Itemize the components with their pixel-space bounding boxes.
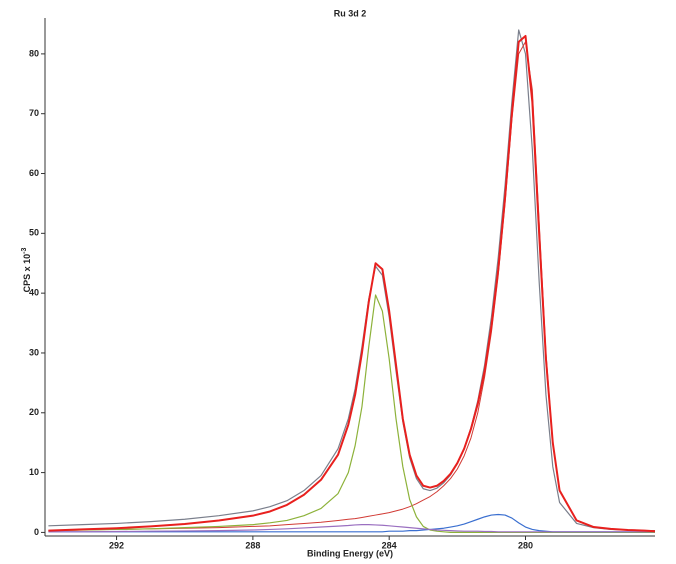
y-axis-label-base: CPS x 10	[22, 254, 32, 293]
y-tick-label: 20	[29, 407, 39, 417]
chart-title: Ru 3d 2	[334, 8, 367, 18]
y-axis-label: CPS x 10-3	[21, 248, 33, 293]
x-tick-label: 288	[245, 540, 260, 550]
series-line	[48, 29, 655, 532]
y-tick-label: 40	[29, 288, 39, 298]
x-tick-label: 284	[382, 540, 397, 550]
x-tick-label: 280	[518, 540, 533, 550]
y-tick-label: 30	[29, 347, 39, 357]
x-axis-label: Binding Energy (eV)	[307, 548, 393, 558]
y-tick-label: 10	[29, 467, 39, 477]
y-tick-label: 80	[29, 48, 39, 58]
y-tick-label: 50	[29, 228, 39, 238]
y-tick-label: 0	[34, 527, 39, 537]
series-line	[48, 524, 655, 533]
x-tick-label: 292	[109, 540, 124, 550]
y-axis-label-exponent: -3	[21, 248, 28, 254]
series-line	[48, 34, 656, 533]
y-tick-label: 70	[29, 108, 39, 118]
y-tick-label: 60	[29, 168, 39, 178]
